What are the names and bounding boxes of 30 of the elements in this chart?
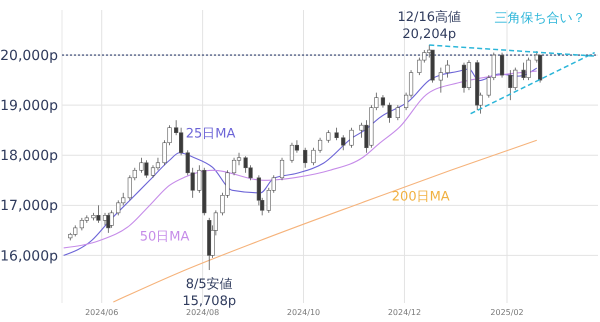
candlestick (396, 104, 400, 121)
series-label: 50日MA (140, 229, 190, 244)
x-tick-label: 2024/06 (85, 308, 118, 317)
candlestick (438, 67, 443, 94)
y-tick-label: 20,000p (0, 48, 58, 64)
candlestick (445, 60, 450, 78)
candlestick (326, 130, 330, 144)
x-tick-label: 2024/08 (186, 308, 220, 317)
series-label: 25日MA (186, 126, 236, 142)
candlestick (334, 127, 339, 141)
y-tick-label: 19,000p (0, 98, 58, 114)
candlestick (349, 127, 354, 148)
candlestick (380, 94, 386, 108)
candlestick (341, 134, 346, 151)
candlestick (311, 147, 316, 166)
x-tick-label: 2024/12 (388, 308, 422, 317)
y-tick-label: 17,000p (0, 198, 58, 214)
y-tick-label: 16,000p (0, 248, 58, 264)
y-tick-label: 18,000p (0, 148, 58, 164)
candlestick (500, 52, 504, 78)
candlestick (318, 137, 322, 154)
x-tick-label: 2024/10 (286, 308, 320, 317)
series-label: 200日MA (392, 189, 450, 204)
annotation: 8/5安値 15,708p (182, 276, 236, 310)
annotation: 三角保ち合い？ (494, 11, 586, 26)
annotation: 12/16高値 20,204p (398, 8, 461, 42)
x-tick-label: 2025/02 (490, 308, 524, 317)
candlestick (387, 102, 392, 124)
candlestick (303, 147, 308, 168)
candlestick (280, 157, 284, 181)
